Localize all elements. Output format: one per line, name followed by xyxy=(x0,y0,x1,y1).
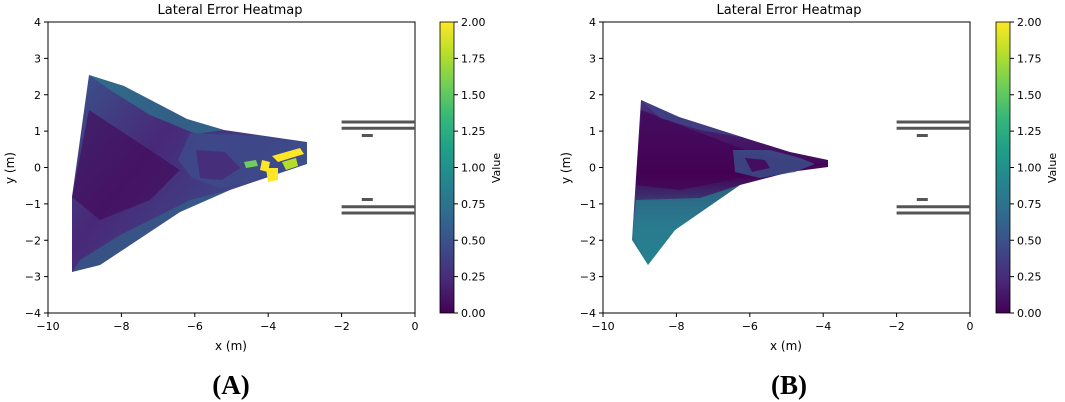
colorbar-ticks: 0.00 0.25 0.50 0.75 1.00 1.25 1.50 1.75 2.00 xyxy=(1010,16,1042,320)
x-axis-label: x (m) xyxy=(215,339,247,353)
y-tick-label: −3 xyxy=(580,271,596,284)
heatmap-hot-zone xyxy=(282,158,298,170)
colorbar-tick-label: 0.00 xyxy=(1017,307,1042,320)
x-tick-label: −4 xyxy=(260,320,276,333)
chart-title: Lateral Error Heatmap xyxy=(158,3,303,18)
colorbar-label: Value xyxy=(490,153,503,183)
heatmap-inner-dark xyxy=(196,150,240,180)
colorbar-tick-label: 1.25 xyxy=(461,125,486,138)
x-tick-label: −4 xyxy=(815,320,831,333)
lane-lines xyxy=(896,120,970,215)
colorbar-tick-label: 0.50 xyxy=(461,234,486,247)
y-tick-label: −4 xyxy=(25,307,41,320)
colorbar-tick-label: 1.25 xyxy=(1017,125,1042,138)
x-tick-label: −2 xyxy=(333,320,349,333)
x-tick-label: −2 xyxy=(888,320,904,333)
y-tick-label: 4 xyxy=(589,16,596,29)
heatmap-lower-band xyxy=(633,185,740,265)
colorbar-tick-label: 1.50 xyxy=(1017,89,1042,102)
colorbar-tick-label: 0.25 xyxy=(461,271,486,284)
heatmap-dark-core xyxy=(72,110,180,220)
y-tick-label: 3 xyxy=(34,52,41,65)
colorbar-tick-label: 1.75 xyxy=(461,52,486,65)
x-tick-label: 0 xyxy=(967,320,974,333)
y-tick-label: 4 xyxy=(34,16,41,29)
colorbar-tick-label: 0.25 xyxy=(1017,271,1042,284)
x-tick-label: −8 xyxy=(668,320,684,333)
panel-label: (A) xyxy=(212,370,249,400)
colorbar-tick-label: 0.00 xyxy=(461,307,486,320)
y-axis-label: y (m) xyxy=(3,152,17,184)
y-tick-label: −1 xyxy=(580,198,596,211)
y-tick-label: 0 xyxy=(589,162,596,175)
y-tick-label: 2 xyxy=(34,89,41,102)
y-tick-label: 3 xyxy=(589,52,596,65)
colorbar-label: Value xyxy=(1046,153,1059,183)
y-tick-label: 0 xyxy=(34,162,41,175)
x-tick-label: −10 xyxy=(36,320,59,333)
heatmap-lower-band xyxy=(72,190,230,272)
colorbar-tick-label: 0.75 xyxy=(1017,198,1042,211)
y-tick-label: −2 xyxy=(25,234,41,247)
heatmap-inner-dark xyxy=(745,158,770,172)
x-tick-label: −6 xyxy=(742,320,758,333)
chart-title: Lateral Error Heatmap xyxy=(717,3,862,18)
y-tick-label: −1 xyxy=(25,198,41,211)
colorbar xyxy=(995,21,1011,314)
colorbar-tick-label: 1.75 xyxy=(1017,52,1042,65)
y-tick-label: −4 xyxy=(580,307,596,320)
y-axis-label: y (m) xyxy=(559,152,573,184)
x-tick-label: −6 xyxy=(187,320,203,333)
panel-b: Lateral Error Heatmap −10 −8 −6 −4 −2 0−4−3−2… xyxy=(559,3,1059,400)
heatmap-upper-band xyxy=(89,75,224,134)
colorbar-ticks: 0.00 0.25 0.50 0.75 1.00 1.25 1.50 1.75 2.00 xyxy=(454,16,486,320)
colorbar-tick-label: 2.00 xyxy=(1017,16,1042,29)
colorbar-tick-label: 1.50 xyxy=(461,89,486,102)
heatmap-hot-zone xyxy=(272,148,304,162)
heatmap-hot-zone xyxy=(244,160,258,168)
panel-a: Lateral Error Heatmap −10 −8 −6 −4 −2 0−4−3−2… xyxy=(3,3,503,400)
colorbar-tick-label: 0.50 xyxy=(1017,234,1042,247)
x-tick-label: −10 xyxy=(591,320,614,333)
y-tick-label: 1 xyxy=(34,125,41,138)
y-tick-label: 2 xyxy=(589,89,596,102)
y-tick-label: −2 xyxy=(580,234,596,247)
panel-label: (B) xyxy=(771,370,807,400)
heatmap-hot-zone xyxy=(266,168,278,182)
colorbar-tick-label: 2.00 xyxy=(461,16,486,29)
lane-lines xyxy=(341,120,415,215)
x-axis-label: x (m) xyxy=(770,339,802,353)
x-tick-label: −8 xyxy=(113,320,129,333)
colorbar xyxy=(439,21,455,314)
colorbar-tick-label: 1.00 xyxy=(461,162,486,175)
colorbar-tick-label: 1.00 xyxy=(1017,162,1042,175)
y-tick-label: −3 xyxy=(25,271,41,284)
y-tick-label: 1 xyxy=(589,125,596,138)
x-tick-label: 0 xyxy=(412,320,419,333)
colorbar-tick-label: 0.75 xyxy=(461,198,486,211)
